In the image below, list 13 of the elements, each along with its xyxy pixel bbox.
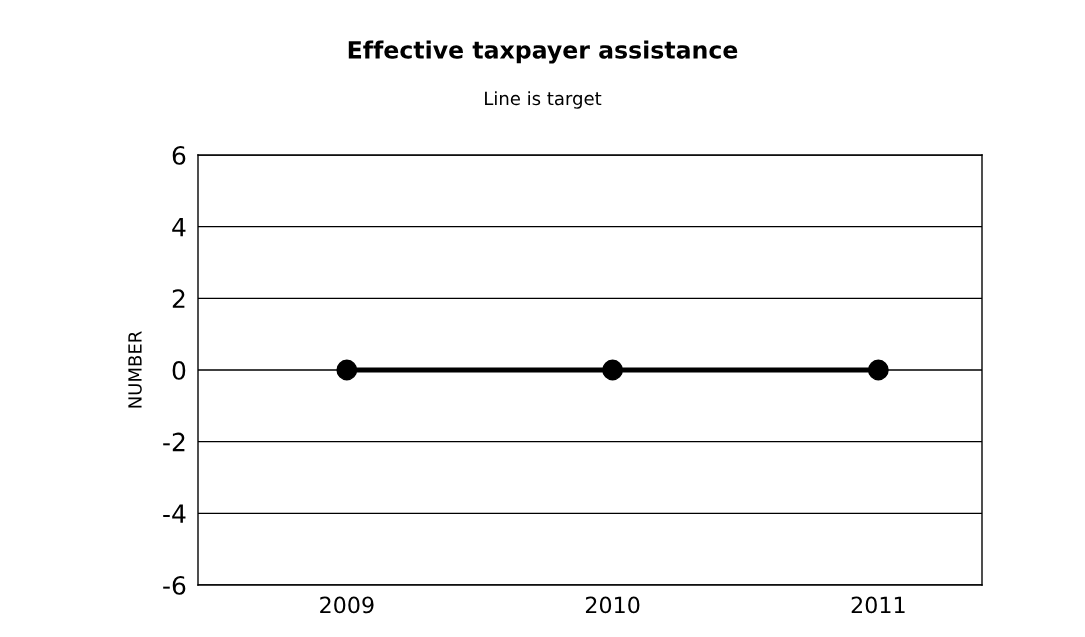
y-tick-label: -2 — [163, 432, 185, 452]
chart-title: Effective taxpayer assistance — [348, 40, 738, 64]
x-tick-label: 2009 — [320, 596, 374, 614]
y-axis-title: NUMBER — [128, 331, 142, 408]
y-tick-label: 4 — [172, 217, 186, 237]
y-tick-label: 6 — [172, 145, 186, 165]
y-tick-label: 0 — [172, 360, 186, 380]
y-tick-label: 2 — [172, 289, 185, 308]
y-tick-label: -6 — [163, 575, 186, 595]
x-tick-label: 2011 — [851, 596, 905, 614]
chart-subtitle: Line is target — [485, 91, 602, 109]
x-tick-label: 2010 — [585, 596, 640, 614]
y-tick-label: -4 — [163, 504, 186, 523]
